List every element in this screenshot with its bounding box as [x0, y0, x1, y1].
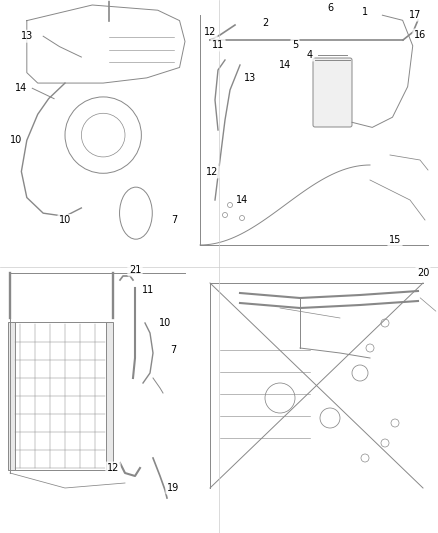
Text: 14: 14 — [279, 60, 291, 70]
Text: 1: 1 — [362, 7, 368, 17]
Text: 10: 10 — [10, 135, 22, 146]
Text: 14: 14 — [15, 83, 28, 93]
Text: 20: 20 — [417, 268, 429, 278]
Text: 15: 15 — [389, 235, 401, 245]
Text: 11: 11 — [212, 40, 224, 50]
Text: 14: 14 — [236, 195, 248, 205]
Bar — [13, 322, 107, 470]
Text: 7: 7 — [170, 345, 176, 355]
Text: 13: 13 — [244, 73, 256, 83]
Text: 21: 21 — [129, 265, 141, 275]
Text: 19: 19 — [167, 483, 179, 493]
Text: 17: 17 — [409, 10, 421, 20]
Text: 5: 5 — [292, 40, 298, 50]
Bar — [106, 322, 113, 470]
Text: 12: 12 — [204, 27, 216, 37]
Text: 6: 6 — [327, 3, 333, 13]
FancyBboxPatch shape — [313, 58, 352, 127]
Text: 10: 10 — [59, 215, 71, 225]
Text: 11: 11 — [142, 285, 154, 295]
Text: 7: 7 — [171, 215, 177, 225]
Text: 10: 10 — [159, 318, 171, 328]
Text: 16: 16 — [414, 30, 426, 40]
Text: 12: 12 — [206, 167, 218, 177]
Text: 12: 12 — [107, 463, 119, 473]
Text: 4: 4 — [307, 50, 313, 60]
Text: 2: 2 — [262, 18, 268, 28]
Bar — [8, 322, 15, 470]
Text: 13: 13 — [21, 31, 33, 41]
